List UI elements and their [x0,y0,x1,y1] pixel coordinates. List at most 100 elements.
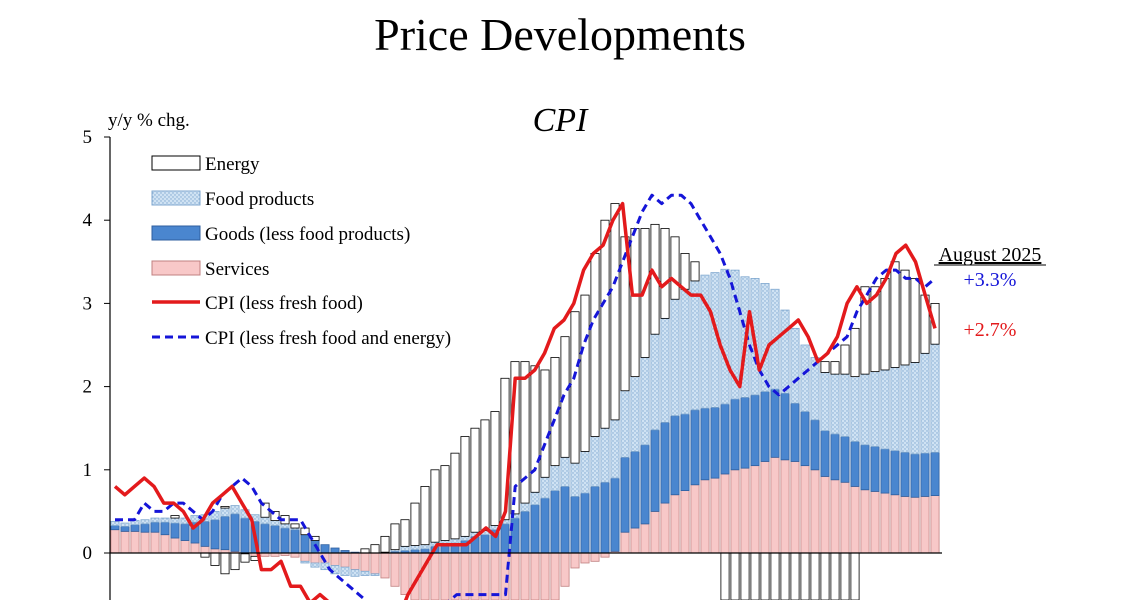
bar-goods [240,517,250,554]
bar-goods [910,453,920,498]
bar-goods [880,448,890,494]
bar-services [540,552,550,600]
bar-food [860,373,870,446]
bar-energy [770,552,780,600]
bar-goods [860,444,870,491]
bar-food [720,268,730,405]
bar-goods [120,525,130,532]
bar-services [300,552,310,562]
bar-food [170,517,180,524]
bar-energy [860,286,870,375]
bar-goods [810,419,820,471]
bar-goods [670,415,680,496]
bar-energy [720,552,730,600]
bar-goods [420,548,430,554]
legend-label-goods: Goods (less food products) [205,224,410,245]
bar-services [570,552,580,569]
legend-label-cpi-core-core: CPI (less fresh food and energy) [205,328,451,349]
bar-energy [480,419,490,531]
bar-goods [260,523,270,554]
bar-energy [450,452,460,540]
bar-food [590,436,600,487]
bar-goods [740,397,750,469]
bar-services [440,552,450,600]
bar-energy [900,269,910,366]
bar-food [760,283,770,392]
bar-services [750,465,760,554]
bar-energy [610,203,620,421]
bar-energy [750,552,760,600]
bar-energy [240,553,250,563]
bar-goods [560,486,570,554]
bar-services [380,552,390,579]
bar-services [850,486,860,554]
y-tick-label: 4 [83,210,93,231]
bar-goods [720,403,730,475]
bar-food [220,507,230,517]
bar-goods [540,497,550,554]
bar-food [920,352,930,454]
bar-food [270,520,280,526]
bar-energy [660,228,670,319]
bar-services [860,489,870,554]
bar-energy [210,552,220,566]
bar-energy [600,219,610,429]
bar-services [660,502,670,554]
bar-food [730,269,740,400]
bar-food [560,456,570,487]
bar-services [830,479,840,554]
legend-swatch-food [151,190,201,206]
bar-food [890,367,900,452]
bar-food [910,362,920,455]
bar-goods [830,433,840,481]
bar-services [460,552,470,600]
bar-energy [840,552,850,600]
bar-food [190,515,200,523]
bar-food [670,298,680,417]
bar-services [480,552,490,600]
bar-food [630,376,640,452]
bar-services [190,542,200,554]
bar-goods [300,534,310,554]
annotation-core-core-value: +3.3% [964,269,1017,291]
bar-goods [500,523,510,554]
y-ticks: 0 1 2 3 4 5 [83,127,110,564]
bar-services [160,534,170,554]
bar-goods [760,391,770,462]
bar-food [350,569,360,577]
bar-energy [270,510,280,521]
bar-food [930,343,940,453]
y-tick-label: 2 [83,377,93,398]
bar-energy [880,278,890,371]
legend-swatch-energy [151,155,201,171]
bar-energy [690,261,700,282]
bar-services [880,492,890,554]
bar-services [430,552,440,600]
line-cpi-core-core [115,193,936,600]
bar-services [630,527,640,554]
bar-goods [550,490,560,554]
legend-label-cpi-core: CPI (less fresh food) [205,293,363,314]
legend-swatch-services [151,260,201,276]
bar-food [600,427,610,483]
bar-energy [740,552,750,600]
bar-energy [360,548,370,554]
bar-energy [830,552,840,600]
legend-swatch-goods [151,225,201,241]
bar-energy [850,327,860,378]
bar-goods [180,523,190,541]
bar-services [310,552,320,564]
legend-label-services: Services [205,259,269,280]
bar-goods [620,456,630,533]
bar-services [730,469,740,554]
bar-goods [640,444,650,525]
bar-food [230,505,240,515]
bar-goods [870,446,880,492]
bar-services [900,496,910,554]
bar-energy [440,465,450,541]
bar-energy [790,552,800,600]
bar-goods [800,411,810,467]
bar-energy [870,286,880,373]
bar-energy [580,294,590,452]
bar-energy [630,228,640,378]
